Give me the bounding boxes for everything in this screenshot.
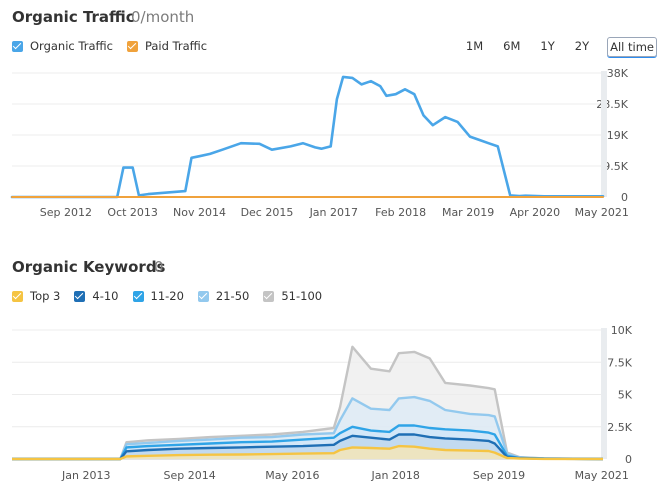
legend-11-20[interactable]: 11-20 <box>132 289 184 303</box>
x-tick-label-2-may-2016: May 2016 <box>265 469 319 482</box>
series-line-top-3 <box>12 444 604 461</box>
range-all-time-button[interactable]: All time <box>607 37 657 57</box>
x-tick-label-1-apr-2020: Apr 2020 <box>510 206 561 219</box>
keywords-legend: Top 3 4-10 11-20 21-50 51-100 <box>12 289 336 303</box>
series-line-51-100 <box>12 345 604 461</box>
x-tick-label-1-dec-2015: Dec 2015 <box>241 206 294 219</box>
keywords-subtitle: 0 <box>154 258 164 276</box>
y-tick-label-2-4: 10K <box>611 324 633 337</box>
y-tick-label-2-2: 5K <box>618 389 633 402</box>
legend-top-3-label: Top 3 <box>30 289 61 303</box>
y-tick-label-2-1: 2.5K <box>607 421 632 434</box>
x-tick-label-1-oct-2013: Oct 2013 <box>107 206 158 219</box>
legend-21-50-label: 21-50 <box>215 289 250 303</box>
y-tick-label-1-0: 0 <box>621 191 628 204</box>
traffic-title: Organic Traffic <box>12 8 135 26</box>
legend-paid-traffic-label: Paid Traffic <box>144 39 208 53</box>
y-tick-label-1-4: 38K <box>607 67 629 80</box>
series-line-4-10 <box>12 433 604 461</box>
x-tick-label-1-may-2021: May 2021 <box>575 206 629 219</box>
x-tick-label-2-may-2021: May 2021 <box>575 469 629 482</box>
legend-paid-traffic[interactable]: Paid Traffic <box>126 39 208 53</box>
range-2y-button[interactable]: 2Y <box>574 39 590 53</box>
legend-organic-traffic[interactable]: Organic Traffic <box>12 39 113 53</box>
series-line-organic-traffic <box>10 75 605 199</box>
x-tick-label-2-jan-2018: Jan 2018 <box>370 469 419 482</box>
legend-organic-traffic-label: Organic Traffic <box>30 39 113 53</box>
x-tick-label-2-sep-2019: Sep 2019 <box>473 469 525 482</box>
legend-top-3[interactable]: Top 3 <box>12 289 60 303</box>
chart-scroll-handle-2 <box>601 328 607 459</box>
11-20-checkbox-icon[interactable] <box>132 290 144 302</box>
chart-scroll-handle-1 <box>601 71 607 197</box>
y-tick-label-1-1: 9.5K <box>603 160 628 173</box>
x-tick-label-1-mar-2019: Mar 2019 <box>442 206 494 219</box>
legend-21-50[interactable]: 21-50 <box>197 289 250 303</box>
4-10-checkbox-icon[interactable] <box>74 290 86 302</box>
top-3-checkbox-icon[interactable] <box>12 290 23 302</box>
51-100-checkbox-icon[interactable] <box>263 290 275 302</box>
legend-4-10-label: 4-10 <box>92 289 119 303</box>
x-tick-label-2-jan-2013: Jan 2013 <box>61 469 110 482</box>
paid-traffic-checkbox-icon[interactable] <box>126 40 138 52</box>
series-line-11-20 <box>12 424 604 461</box>
x-tick-label-2-sep-2014: Sep 2014 <box>163 469 215 482</box>
y-tick-label-1-2: 19K <box>607 129 629 142</box>
x-tick-label-1-feb-2018: Feb 2018 <box>375 206 426 219</box>
range-1y-button[interactable]: 1Y <box>540 39 555 53</box>
range-1m-button[interactable]: 1M <box>465 39 484 53</box>
legend-4-10[interactable]: 4-10 <box>74 289 119 303</box>
range-6m-button[interactable]: 6M <box>503 39 521 53</box>
x-tick-label-1-nov-2014: Nov 2014 <box>173 206 226 219</box>
legend-51-100[interactable]: 51-100 <box>263 289 322 303</box>
traffic-subtitle: 0/month <box>131 8 195 26</box>
21-50-checkbox-icon[interactable] <box>197 290 209 302</box>
organic-traffic-checkbox-icon[interactable] <box>12 40 23 52</box>
legend-51-100-label: 51-100 <box>281 289 323 303</box>
series-line-21-50 <box>12 395 604 461</box>
x-tick-label-1-jan-2017: Jan 2017 <box>309 206 358 219</box>
time-range-selector: 1M 6M 1Y 2Y All time <box>448 37 657 57</box>
legend-11-20-label: 11-20 <box>150 289 184 303</box>
traffic-legend: Organic Traffic Paid Traffic <box>12 39 221 53</box>
y-tick-label-2-0: 0 <box>625 453 632 466</box>
y-tick-label-2-3: 7.5K <box>607 356 632 369</box>
x-tick-label-1-sep-2012: Sep 2012 <box>40 206 92 219</box>
keywords-title: Organic Keywords <box>12 258 166 276</box>
